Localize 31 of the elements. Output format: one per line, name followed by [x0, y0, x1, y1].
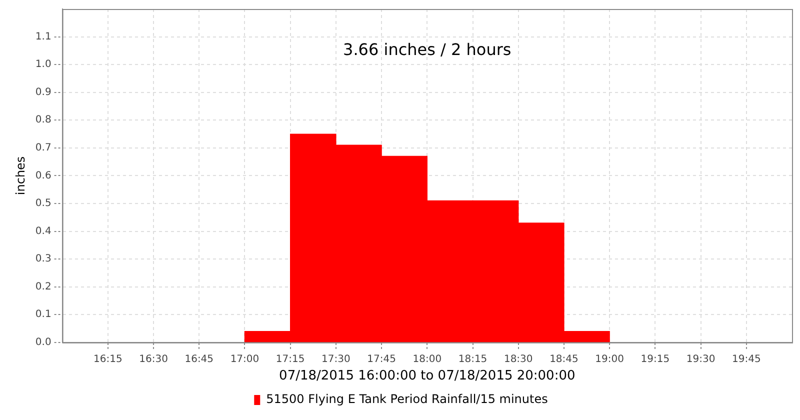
y-tick-label: 0.2 [35, 281, 52, 292]
x-tick-label: 16:15 [93, 354, 122, 365]
y-tick-label: 1.0 [35, 59, 52, 70]
x-tick-label: 19:00 [595, 354, 624, 365]
x-tick-label: 19:15 [640, 354, 670, 365]
text: 3.66 inches / 2 hours [343, 40, 512, 60]
x-tick-label: 17:45 [367, 354, 396, 365]
y-tick-label: 1.1 [35, 31, 52, 42]
x-tick-label: 18:15 [458, 354, 488, 365]
y-tick-label: 0.9 [35, 86, 52, 98]
y-tick-label: 0.5 [35, 198, 52, 210]
y-tick-label: 0.1 [35, 309, 52, 320]
y-tick-label: 0.3 [35, 254, 52, 265]
x-tick-label: 18:30 [504, 354, 533, 365]
legend-label: 51500 Flying E Tank Period Rainfall/15 minutes [266, 392, 548, 406]
y-tick-label: 0.4 [35, 226, 52, 237]
x-tick-label: 18:00 [412, 354, 442, 365]
x-tick-label: 17:00 [230, 354, 260, 365]
y-tick-label: 0.0 [35, 336, 52, 348]
x-tick-label: 16:45 [184, 354, 214, 365]
x-axis-title: 07/18/2015 16:00:00 to 07/18/2015 20:00:00 [279, 368, 576, 384]
y-tick-label: 0.6 [35, 170, 52, 182]
x-tick-label: 19:30 [686, 354, 716, 365]
x-tick-label: 16:30 [139, 354, 168, 365]
y-axis-title: inches [13, 156, 28, 196]
x-tick-label: 19:45 [732, 354, 761, 365]
y-tick-label: 0.7 [35, 142, 52, 154]
x-tick-label: 17:30 [322, 354, 350, 365]
x-tick-label: 18:45 [550, 354, 578, 365]
x-tick-label: 17:15 [276, 354, 305, 365]
y-tick-label: 0.8 [35, 114, 52, 126]
